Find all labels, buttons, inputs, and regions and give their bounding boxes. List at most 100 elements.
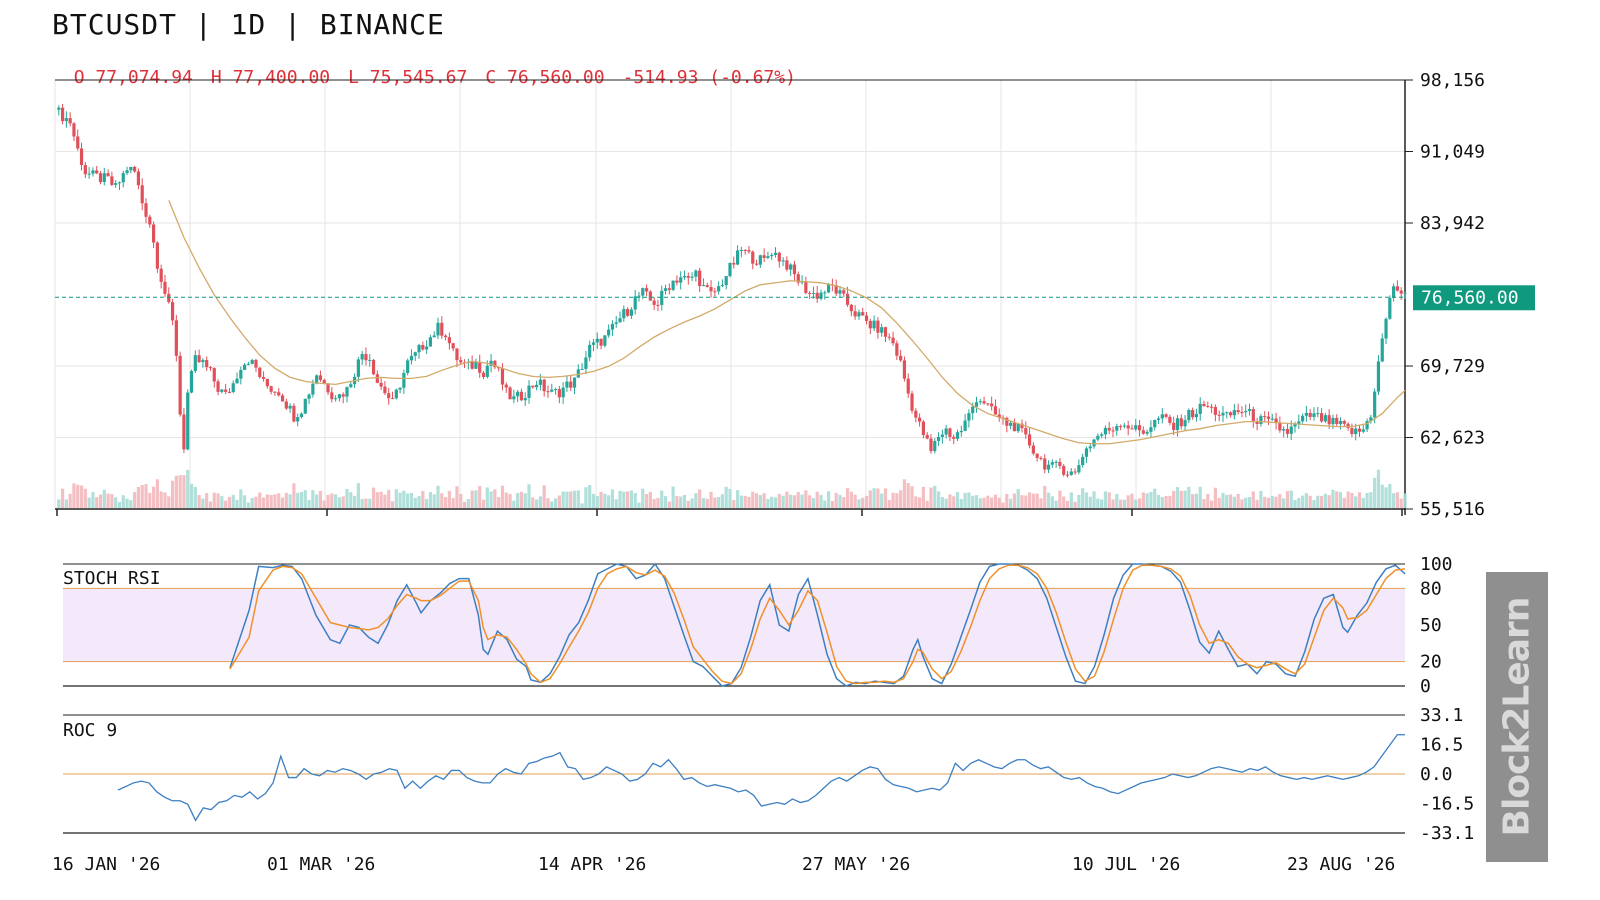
candle-body [724,276,728,286]
volume-bar [1050,496,1054,508]
volume-bar [1183,490,1187,508]
volume-bar [163,492,167,508]
candle-body [95,170,99,174]
candle-body [334,398,338,400]
volume-bar [565,491,569,508]
volume-bar [1285,491,1290,508]
volume-bar [394,489,398,508]
candle-body [1046,464,1051,470]
candle-body [580,368,584,370]
volume-bar [906,483,910,508]
volume-bar [698,489,702,508]
volume-bar [296,492,300,508]
volume-bar [944,498,948,508]
candle-body [1183,420,1187,427]
volume-bar [1399,498,1403,508]
volume-bar [591,493,596,508]
volume-bar [834,492,838,508]
volume-bar [284,492,288,508]
candle-body [148,216,152,225]
candle-body [474,361,478,369]
volume-bar [167,496,171,508]
candle-body [87,173,91,175]
volume-bar [95,497,99,508]
volume-bar [1369,492,1373,508]
candle-body [1058,461,1062,467]
candle-body [208,367,213,369]
candle-body [751,251,755,264]
candle-body [732,262,736,265]
candle-body [1369,417,1373,422]
candle-body [686,276,690,278]
candle-body [1194,413,1199,418]
candle-body [79,148,84,166]
volume-bar [1388,483,1392,508]
candle-body [1118,426,1123,428]
candle-body [1399,290,1403,294]
volume-bar [781,495,785,508]
volume-bar [569,491,573,508]
volume-bar [993,494,998,508]
candle-body [337,394,342,399]
volume-bar [428,491,433,508]
candle-body [698,270,702,287]
candle-body [679,277,683,283]
candle-body [1062,466,1066,475]
candle-body [292,405,296,422]
candle-body [538,379,542,385]
candle-body [804,281,808,293]
candle-body [1156,418,1161,420]
candle-body [1376,361,1381,392]
candle-body [1395,286,1400,291]
block2learn-watermark-logo: Block2Learn [1486,572,1548,862]
volume-bar [425,498,429,508]
volume-bar [436,485,440,508]
candle-body [1319,413,1324,422]
volume-bar [235,499,239,508]
candle-body [1043,458,1047,470]
candle-body [883,327,888,337]
volume-bar [1346,491,1350,508]
candle-body [485,365,489,377]
volume-bar [739,495,743,508]
candle-body [1031,445,1035,454]
volume-bar [770,496,774,508]
volume-bar [133,492,137,508]
candle-body [842,290,846,294]
volume-bar [974,495,979,508]
candle-body [170,302,175,321]
volume-bar [489,491,493,508]
volume-bar [1092,491,1096,508]
volume-bar [982,497,986,508]
price-axis-label: 98,156 [1420,70,1485,91]
volume-bar [144,484,148,508]
volume-bar [356,483,360,508]
candle-body [193,355,197,372]
candle-body [861,312,865,316]
volume-bar [572,490,577,508]
candle-body [1020,423,1024,429]
volume-bar [542,485,546,508]
volume-bar [595,495,599,508]
candle-body [1084,448,1089,457]
volume-bar [1191,494,1195,508]
candle-body [762,255,766,258]
volume-bar [1350,492,1354,508]
candle-body [284,401,288,409]
candle-body [971,406,975,414]
volume-bar [432,494,436,508]
volume-bar [261,497,266,508]
candle-body [1335,417,1339,424]
volume-bar [265,494,269,508]
candle-body [1035,453,1039,458]
candle-body [1266,416,1271,419]
volume-bar [375,492,379,508]
price-axis-label: 62,623 [1420,427,1485,448]
candle-body [299,413,304,418]
volume-bar [1206,493,1210,508]
watermark-text: Block2Learn [1496,597,1538,837]
volume-bar [997,497,1001,508]
volume-bar [720,494,725,508]
candle-body [140,185,144,204]
